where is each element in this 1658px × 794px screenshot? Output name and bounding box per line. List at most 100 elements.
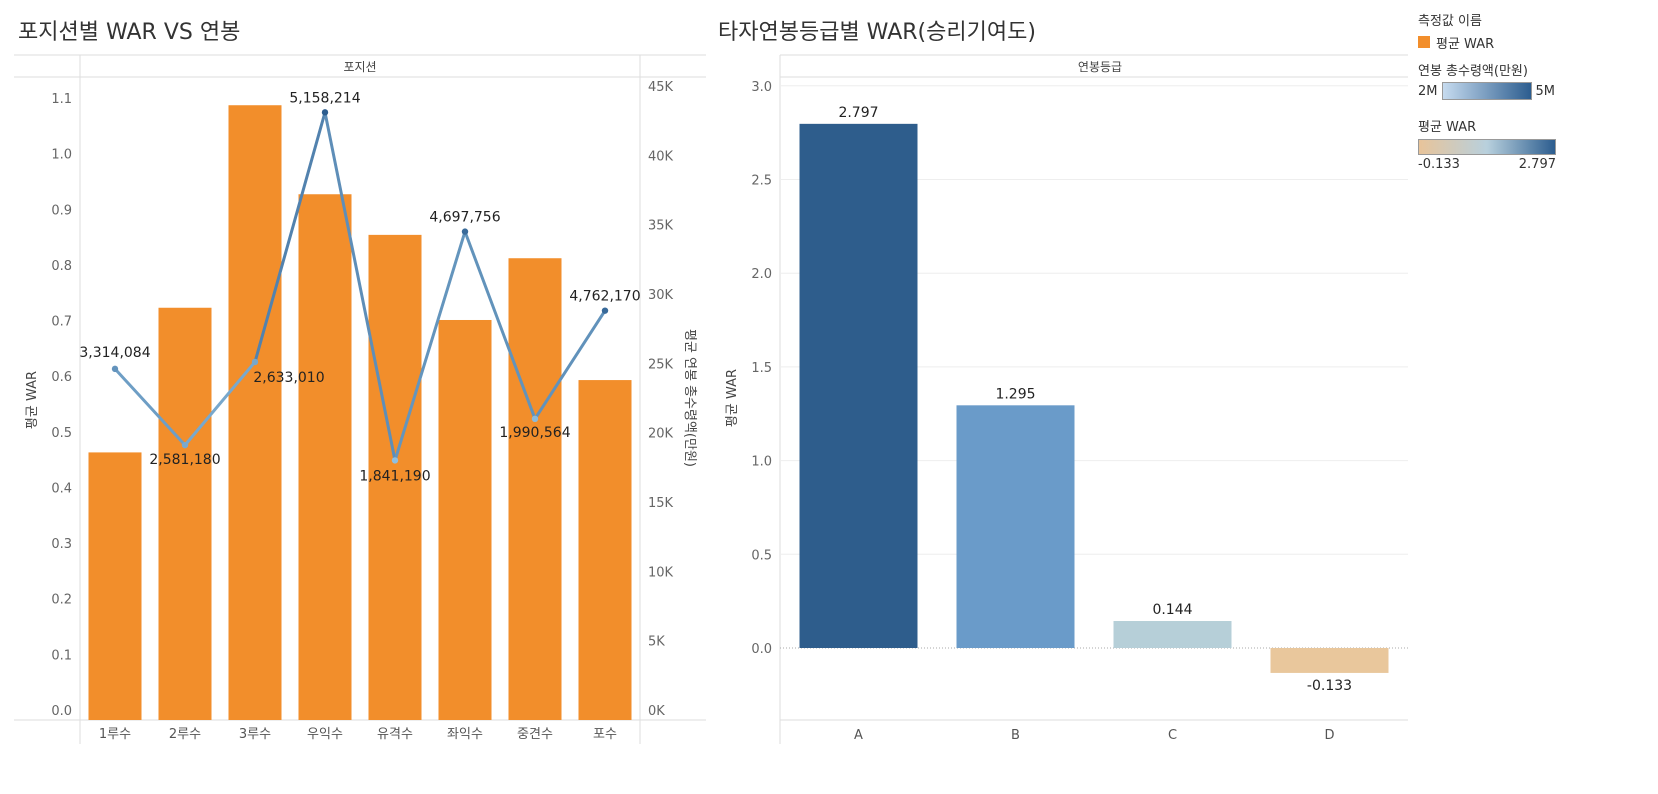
legend-salary-ramp-row: 2M 5M bbox=[1418, 82, 1654, 100]
salary-point-우익수 bbox=[321, 109, 329, 116]
grade-bar-A bbox=[799, 123, 918, 648]
left-chart-title: 포지션별 WAR VS 연봉 bbox=[18, 20, 241, 45]
right-y-tick-label: 2.5 bbox=[751, 174, 772, 189]
left-x-tick-label: 중견수 bbox=[517, 727, 553, 742]
salary-line-segment bbox=[533, 309, 607, 421]
war-bar-우익수 bbox=[298, 194, 352, 720]
right-x-tick-label: C bbox=[1168, 728, 1177, 743]
right-chart-title: 타자연봉등급별 WAR(승리기여도) bbox=[718, 20, 1036, 45]
right-y-tick-label: 3.0 bbox=[751, 80, 772, 95]
legend-salary-title: 연봉 총수령액(만원) bbox=[1418, 64, 1528, 79]
left-y2-tick-label: 25K bbox=[648, 357, 674, 372]
left-x-tick-label: 포수 bbox=[593, 727, 617, 742]
salary-data-label: 1,841,190 bbox=[359, 468, 430, 484]
legend-war-color-ramp bbox=[1418, 139, 1556, 155]
legend-salary-color-ramp bbox=[1441, 82, 1532, 100]
left-y-axis-title: 평균 WAR bbox=[25, 371, 40, 429]
left-y-tick-label: 0.4 bbox=[51, 481, 72, 496]
left-y2-tick-label: 45K bbox=[648, 80, 674, 95]
left-y2-tick-label: 5K bbox=[648, 635, 665, 650]
grade-data-label: -0.133 bbox=[1307, 678, 1352, 694]
salary-line-segment bbox=[323, 110, 397, 462]
legend-war-max: 2.797 bbox=[1518, 157, 1556, 172]
left-x-tick-label: 2루수 bbox=[169, 727, 201, 742]
left-x-tick-label: 좌익수 bbox=[447, 727, 483, 742]
salary-line-segment bbox=[253, 110, 327, 364]
war-bar-2루수 bbox=[158, 307, 212, 720]
salary-data-label: 2,581,180 bbox=[149, 452, 220, 468]
right-column-header: 연봉등급 bbox=[1078, 60, 1122, 74]
left-y-tick-label: 0.9 bbox=[51, 203, 72, 218]
salary-data-label: 4,762,170 bbox=[569, 289, 640, 305]
salary-line-segment bbox=[463, 230, 537, 421]
right-x-tick-label: B bbox=[1011, 728, 1020, 743]
war-bar-좌익수 bbox=[438, 319, 492, 720]
war-bar-3루수 bbox=[228, 105, 282, 720]
legend-swatch bbox=[1418, 36, 1430, 48]
salary-data-label: 1,990,564 bbox=[499, 425, 570, 441]
left-y-tick-label: 0.5 bbox=[51, 426, 72, 441]
right-y-tick-label: 0.0 bbox=[751, 642, 772, 657]
war-bar-중견수 bbox=[508, 258, 562, 720]
legend-measure-label: 평균 WAR bbox=[1436, 36, 1495, 52]
salary-point-3루수 bbox=[251, 358, 259, 366]
legend-measure-title: 측정값 이름 bbox=[1418, 14, 1482, 29]
legend-panel: 측정값 이름 평균 WAR 연봉 총수령액(만원) 2M 5M 평균 WAR -… bbox=[1418, 10, 1654, 172]
left-y-tick-label: 0.0 bbox=[51, 704, 72, 719]
left-y-tick-label: 0.7 bbox=[51, 315, 72, 330]
salary-line-segment bbox=[183, 360, 257, 447]
left-y2-tick-label: 35K bbox=[648, 219, 674, 234]
left-y2-tick-label: 30K bbox=[648, 288, 674, 303]
right-y-tick-label: 2.0 bbox=[751, 267, 772, 282]
left-x-tick-label: 3루수 bbox=[239, 727, 271, 742]
salary-line-segment bbox=[393, 230, 467, 462]
left-x-tick-label: 1루수 bbox=[99, 727, 131, 742]
grade-bar-B bbox=[956, 405, 1075, 648]
salary-point-2루수 bbox=[181, 441, 189, 449]
grade-data-label: 2.797 bbox=[838, 105, 878, 121]
legend-salary-min: 2M bbox=[1418, 83, 1438, 99]
left-y-tick-label: 0.6 bbox=[51, 370, 72, 385]
salary-point-좌익수 bbox=[461, 228, 469, 235]
grade-data-label: 0.144 bbox=[1152, 602, 1192, 618]
right-y-axis-title: 평균 WAR bbox=[725, 369, 740, 427]
salary-point-포수 bbox=[601, 307, 609, 314]
left-y2-axis-title: 평균 연봉 총수령액(만원) bbox=[682, 329, 697, 467]
left-y2-tick-label: 40K bbox=[648, 149, 674, 164]
grade-data-label: 1.295 bbox=[995, 386, 1035, 402]
grade-bar-D bbox=[1270, 648, 1389, 673]
left-y-tick-label: 1.0 bbox=[51, 148, 72, 163]
left-y-tick-label: 0.2 bbox=[51, 593, 72, 608]
war-bar-포수 bbox=[578, 380, 632, 720]
left-y2-tick-label: 0K bbox=[648, 704, 665, 719]
left-y2-tick-label: 10K bbox=[648, 565, 674, 580]
right-x-tick-label: D bbox=[1324, 728, 1334, 743]
salary-data-label: 5,158,214 bbox=[289, 90, 360, 106]
legend-salary-max: 5M bbox=[1535, 83, 1556, 99]
left-y-tick-label: 0.8 bbox=[51, 259, 72, 274]
salary-point-유격수 bbox=[391, 457, 399, 464]
right-y-tick-label: 1.5 bbox=[751, 361, 772, 376]
legend-war-range: -0.133 2.797 bbox=[1418, 157, 1556, 172]
salary-data-label: 4,697,756 bbox=[429, 210, 500, 226]
legend-war-min: -0.133 bbox=[1418, 157, 1460, 172]
war-bar-1루수 bbox=[88, 452, 142, 720]
left-y-tick-label: 1.1 bbox=[51, 92, 72, 107]
left-y2-tick-label: 20K bbox=[648, 427, 674, 442]
right-y-tick-label: 0.5 bbox=[751, 548, 772, 563]
salary-line-segment bbox=[113, 367, 187, 447]
grade-bar-C bbox=[1113, 621, 1232, 648]
salary-point-중견수 bbox=[531, 415, 539, 422]
left-x-tick-label: 유격수 bbox=[377, 727, 413, 742]
left-y-tick-label: 0.1 bbox=[51, 648, 72, 663]
war-bar-유격수 bbox=[368, 234, 422, 720]
left-y2-tick-label: 15K bbox=[648, 496, 674, 511]
salary-point-1루수 bbox=[111, 365, 119, 373]
left-y-tick-label: 0.3 bbox=[51, 537, 72, 552]
right-y-tick-label: 1.0 bbox=[751, 455, 772, 470]
salary-data-label: 2,633,010 bbox=[253, 370, 324, 386]
right-x-tick-label: A bbox=[854, 728, 863, 743]
legend-measure-item[interactable]: 평균 WAR bbox=[1418, 32, 1654, 52]
left-x-tick-label: 우익수 bbox=[307, 727, 343, 742]
